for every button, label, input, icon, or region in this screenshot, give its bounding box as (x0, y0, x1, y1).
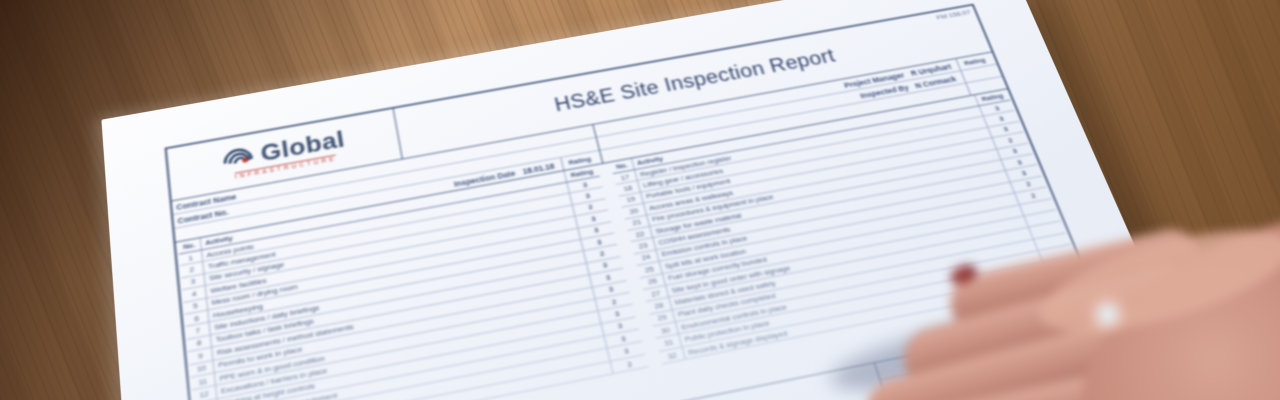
diamond-ring (1099, 306, 1116, 323)
